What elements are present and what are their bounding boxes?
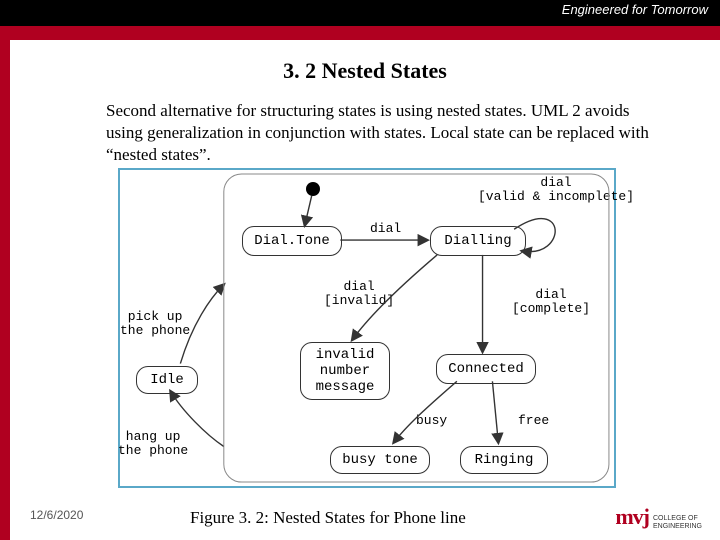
state-diagram-frame: Dial.Tone Dialling invalid number messag… — [118, 168, 616, 488]
edge-label-pickup: pick up the phone — [120, 310, 190, 339]
logo-text: COLLEGE OF ENGINEERING — [653, 515, 702, 530]
tagline: Engineered for Tomorrow — [562, 2, 708, 17]
paragraph: Second alternative for structuring state… — [106, 100, 666, 166]
edge-initial-to-dialtone — [305, 196, 312, 226]
figure-caption: Figure 3. 2: Nested States for Phone lin… — [190, 508, 466, 528]
state-connected: Connected — [436, 354, 536, 384]
slide-date: 12/6/2020 — [30, 508, 83, 522]
edge-label-free: free — [518, 414, 549, 428]
logo-text-line2: ENGINEERING — [653, 523, 702, 530]
initial-state-dot — [306, 182, 320, 196]
edge-connected-to-busytone — [394, 381, 457, 442]
state-dialtone: Dial.Tone — [242, 226, 342, 256]
state-dialling: Dialling — [430, 226, 526, 256]
edge-label-busy: busy — [416, 414, 447, 428]
edge-label-dial: dial — [370, 222, 401, 236]
nested-region-border — [224, 174, 609, 482]
state-invalid-number-message: invalid number message — [300, 342, 390, 400]
state-idle: Idle — [136, 366, 198, 394]
college-logo: mvj COLLEGE OF ENGINEERING — [615, 504, 702, 530]
slide-title: 3. 2 Nested States — [10, 58, 720, 84]
state-ringing: Ringing — [460, 446, 548, 474]
edge-label-dial-complete: dial [complete] — [512, 288, 590, 317]
slide: Engineered for Tomorrow 3. 2 Nested Stat… — [0, 0, 720, 540]
state-busy-tone: busy tone — [330, 446, 430, 474]
edges-svg — [120, 170, 614, 486]
logo-mark: mvj — [615, 504, 649, 530]
edge-connected-to-ringing — [492, 381, 498, 442]
edge-label-hangup: hang up the phone — [118, 430, 188, 459]
top-bar-red — [0, 26, 720, 40]
edge-label-dial-valid-incomplete: dial [valid & incomplete] — [478, 176, 634, 205]
state-diagram: Dial.Tone Dialling invalid number messag… — [120, 170, 614, 486]
logo-text-line1: COLLEGE OF — [653, 515, 698, 522]
edge-label-dial-invalid: dial [invalid] — [324, 280, 394, 309]
